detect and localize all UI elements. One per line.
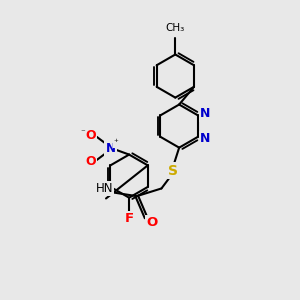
Text: CH₃: CH₃ bbox=[166, 23, 185, 33]
Text: ⁻: ⁻ bbox=[80, 128, 85, 137]
Text: O: O bbox=[85, 129, 96, 142]
Text: N: N bbox=[106, 142, 116, 155]
Text: O: O bbox=[147, 216, 158, 229]
Text: F: F bbox=[124, 212, 134, 225]
Text: N: N bbox=[200, 107, 211, 120]
Text: HN: HN bbox=[96, 182, 113, 195]
Text: ⁺: ⁺ bbox=[114, 138, 118, 147]
Text: N: N bbox=[200, 132, 211, 145]
Text: O: O bbox=[85, 155, 96, 168]
Text: S: S bbox=[168, 164, 178, 178]
